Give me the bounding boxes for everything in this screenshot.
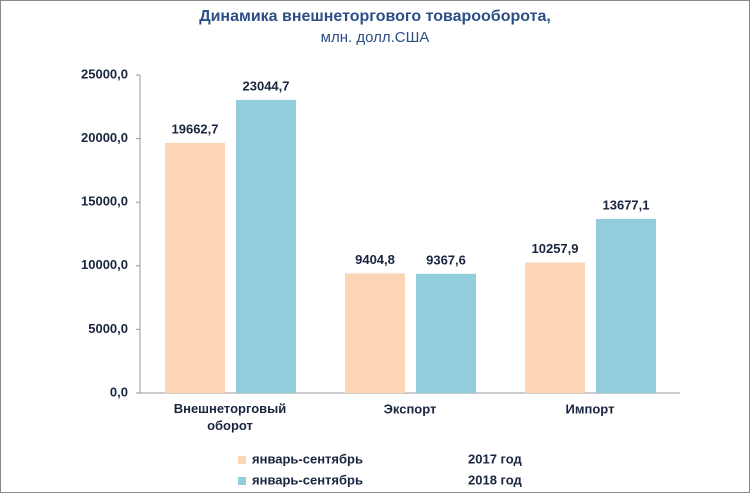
y-tick-label: 10000,0 xyxy=(81,257,128,272)
bar xyxy=(236,99,296,394)
bar xyxy=(596,219,656,393)
y-tick-label: 0,0 xyxy=(110,384,128,399)
value-label: 10257,9 xyxy=(532,241,579,256)
legend-label: январь-сентябрь xyxy=(252,472,363,487)
value-label: 23044,7 xyxy=(243,78,290,93)
chart-subtitle: млн. долл.США xyxy=(321,29,430,46)
value-label: 13677,1 xyxy=(603,197,650,212)
chart-title: Динамика внешнеторгового товарооборота, xyxy=(199,8,551,25)
x-tick-label: Внешнеторговый оборот xyxy=(174,401,287,433)
bar xyxy=(165,142,225,393)
value-label: 9404,8 xyxy=(355,252,395,267)
y-tick-label: 5000,0 xyxy=(88,321,128,336)
bar xyxy=(525,262,585,393)
bar xyxy=(416,273,476,393)
value-label: 19662,7 xyxy=(172,121,219,136)
x-tick-label: Импорт xyxy=(566,401,615,416)
value-label: 9367,6 xyxy=(426,252,466,267)
bar xyxy=(345,273,405,393)
y-tick-label: 15000,0 xyxy=(81,194,128,209)
legend-period: 2017 год xyxy=(468,451,523,466)
y-tick-label: 20000,0 xyxy=(81,130,128,145)
legend-period: 2018 год xyxy=(468,472,523,487)
legend-label: январь-сентябрь xyxy=(252,451,363,466)
y-tick-label: 25000,0 xyxy=(81,66,128,81)
legend-swatch xyxy=(238,456,246,464)
legend-swatch xyxy=(238,477,246,485)
x-tick-label: Экспорт xyxy=(384,401,437,416)
